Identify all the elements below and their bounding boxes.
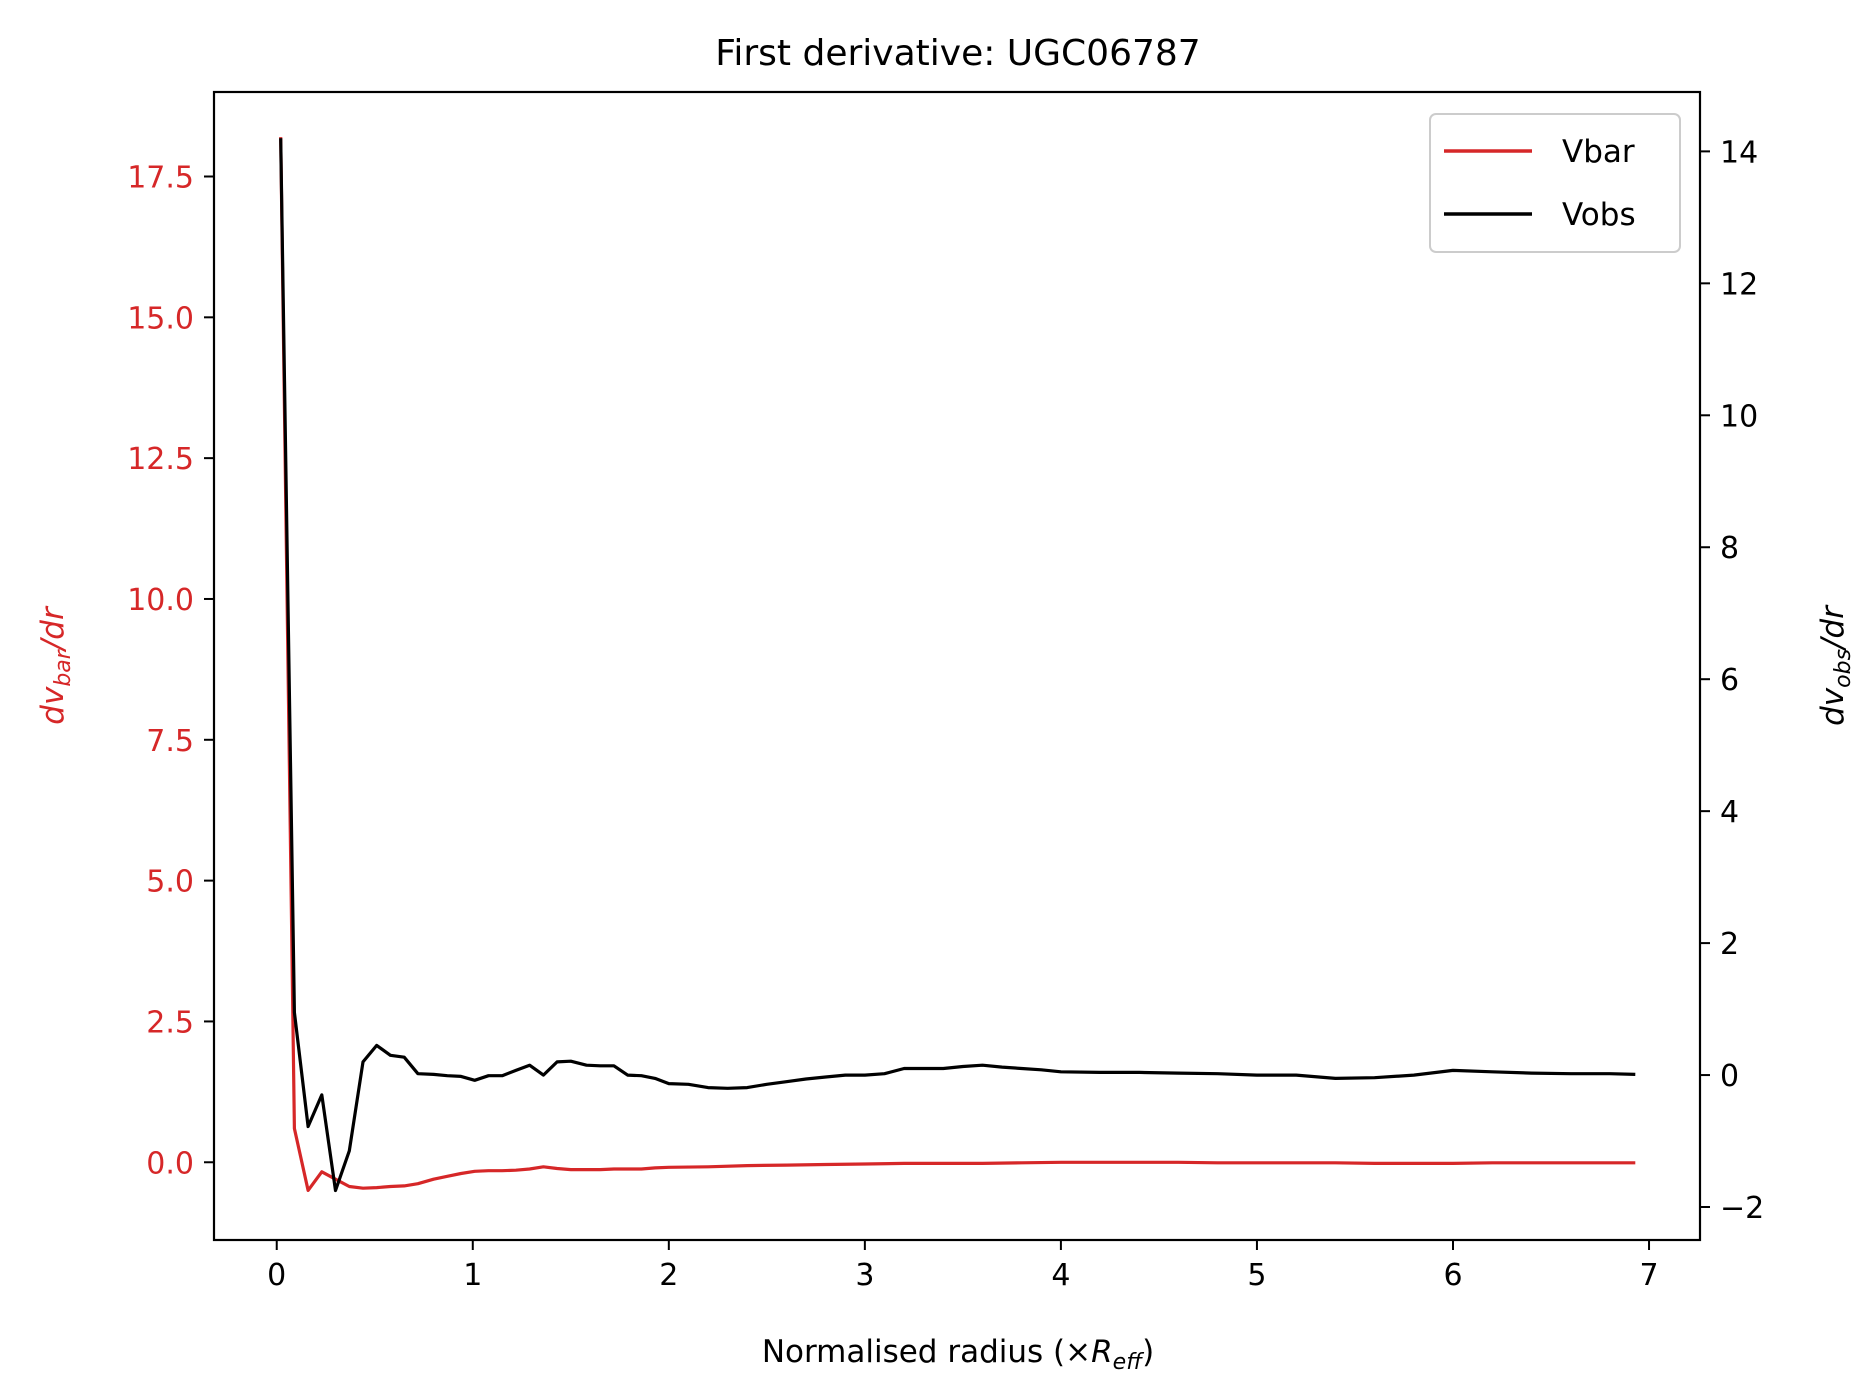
x-tick-label: 4 <box>1051 1258 1070 1293</box>
x-tick-label: 6 <box>1443 1258 1462 1293</box>
y-right-tick-label: 8 <box>1720 531 1739 566</box>
series-line-vbar <box>279 137 1636 1192</box>
x-axis-label-sub: eff <box>1113 1350 1145 1375</box>
y-right-tick-label: 2 <box>1720 927 1739 962</box>
x-tick-label: 7 <box>1639 1258 1658 1293</box>
y-axis-left-label: dvbar/dr <box>35 605 76 725</box>
y-left-tick-label: 17.5 <box>127 160 194 195</box>
series-line-vobs <box>279 138 1636 1193</box>
axes-layer: 0 1 2 3 4 5 6 70.02.55.07.510.012.515.017.5−202… <box>35 90 1856 1375</box>
legend: Vbar Vobs <box>1429 113 1681 253</box>
y-left-tick-label: 7.5 <box>146 724 194 759</box>
y-left-tick-label: 12.5 <box>127 442 194 477</box>
x-axis-label-main: Normalised radius (× <box>762 1334 1091 1370</box>
x-tick-label: 5 <box>1247 1258 1266 1293</box>
y-axis-left-label-sub: bar <box>51 648 76 686</box>
y-axis-left-label-text: dvbar/dr <box>35 605 76 725</box>
x-axis-label-var: R <box>1091 1334 1113 1370</box>
legend-label-vobs: Vobs <box>1562 197 1636 233</box>
legend-box <box>1429 113 1681 253</box>
y-left-tick-label: 15.0 <box>127 301 194 336</box>
y-axis-right-label-text: dvobs/dr <box>1815 604 1856 726</box>
x-tick-label: 0 <box>267 1258 286 1293</box>
y-left-tick-label: 5.0 <box>146 865 194 900</box>
chart-title: First derivative: UGC06787 <box>715 33 1200 74</box>
x-axis-label-close: ) <box>1142 1334 1154 1370</box>
y-axis-right-label: dvobs/dr <box>1815 604 1856 726</box>
series-layer <box>279 137 1636 1193</box>
x-tick-label: 2 <box>659 1258 678 1293</box>
y-axis-left-label-pre: dv <box>35 686 71 725</box>
y-right-tick-label: 14 <box>1720 135 1758 170</box>
x-tick-label: 3 <box>855 1258 874 1293</box>
y-right-tick-label: 6 <box>1720 663 1739 698</box>
y-left-tick-label: 2.5 <box>146 1005 194 1040</box>
x-axis-label: Normalised radius (×Reff) <box>762 1334 1154 1375</box>
y-left-tick-label: 10.0 <box>127 583 194 618</box>
y-right-tick-label: 4 <box>1720 795 1739 830</box>
legend-label-vbar: Vbar <box>1562 134 1635 170</box>
y-axis-right-label-post: /dr <box>1815 604 1851 652</box>
y-axis-right-label-sub: obs <box>1831 649 1856 688</box>
y-right-tick-label: −2 <box>1720 1191 1764 1226</box>
y-axis-left-label-post: /dr <box>35 605 71 653</box>
y-right-tick-label: 0 <box>1720 1059 1739 1094</box>
y-right-tick-label: 12 <box>1720 267 1758 302</box>
x-tick-label: 1 <box>463 1258 482 1293</box>
y-right-tick-label: 10 <box>1720 399 1758 434</box>
plot-frame <box>212 90 1702 1242</box>
y-left-tick-label: 0.0 <box>146 1146 194 1181</box>
y-axis-right-label-pre: dv <box>1815 687 1851 726</box>
